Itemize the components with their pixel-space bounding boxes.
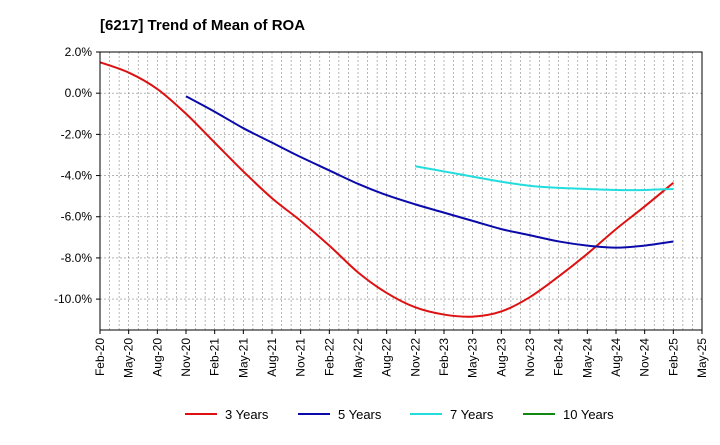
x-tick-label: Aug-20: [150, 338, 164, 377]
plot-frame: [99, 51, 703, 331]
y-axis: 2.0% 0.0% -2.0% -4.0% -6.0% -8.0% -10.0%: [54, 45, 100, 306]
x-tick-label: May-24: [580, 338, 594, 378]
chart-title: [6217] Trend of Mean of ROA: [100, 17, 305, 34]
y-tick-label: -4.0%: [61, 169, 93, 183]
x-tick-label: May-25: [695, 338, 709, 378]
x-tick-label: May-20: [122, 338, 136, 378]
series-line-7-years: [415, 165, 674, 192]
x-tick-label: Feb-20: [93, 338, 107, 376]
x-tick-label: Aug-24: [609, 338, 623, 377]
x-tick-label: Feb-25: [666, 338, 680, 376]
y-tick-label: -6.0%: [61, 210, 93, 224]
x-tick-label: Aug-23: [494, 338, 508, 377]
grid-layer: [100, 52, 702, 330]
x-tick-label: Feb-24: [552, 338, 566, 376]
x-axis: Feb-20 May-20 Aug-20 Nov-20 Feb-21 May-21 Aug-…: [93, 330, 709, 378]
x-tick-label: Nov-22: [408, 338, 422, 377]
legend-label-5-years: 5 Years: [338, 407, 382, 422]
x-tick-label: Aug-21: [265, 338, 279, 377]
legend-label-7-years: 7 Years: [450, 407, 494, 422]
x-tick-label: Nov-24: [638, 338, 652, 377]
x-tick-label: Aug-22: [380, 338, 394, 377]
series-line-5-years: [185, 95, 674, 249]
y-tick-label: 2.0%: [65, 45, 93, 59]
x-tick-label: Feb-23: [437, 338, 451, 376]
y-tick-label: -2.0%: [61, 127, 93, 141]
series-layer: [99, 61, 674, 318]
x-tick-label: Nov-20: [179, 338, 193, 377]
legend-label-3-years: 3 Years: [225, 407, 269, 422]
legend-label-10-years: 10 Years: [563, 407, 614, 422]
x-tick-label: Nov-23: [523, 338, 537, 377]
x-tick-label: Feb-21: [208, 338, 222, 376]
y-tick-label: -10.0%: [54, 292, 92, 306]
x-tick-label: May-21: [236, 338, 250, 378]
series-line-3-years: [99, 61, 674, 318]
x-tick-label: May-22: [351, 338, 365, 378]
y-tick-label: 0.0%: [65, 86, 93, 100]
x-tick-label: May-23: [466, 338, 480, 378]
y-tick-label: -8.0%: [61, 251, 93, 265]
x-tick-label: Nov-21: [294, 338, 308, 377]
legend: 3 Years 5 Years 7 Years 10 Years: [185, 407, 614, 422]
x-tick-label: Feb-22: [322, 338, 336, 376]
